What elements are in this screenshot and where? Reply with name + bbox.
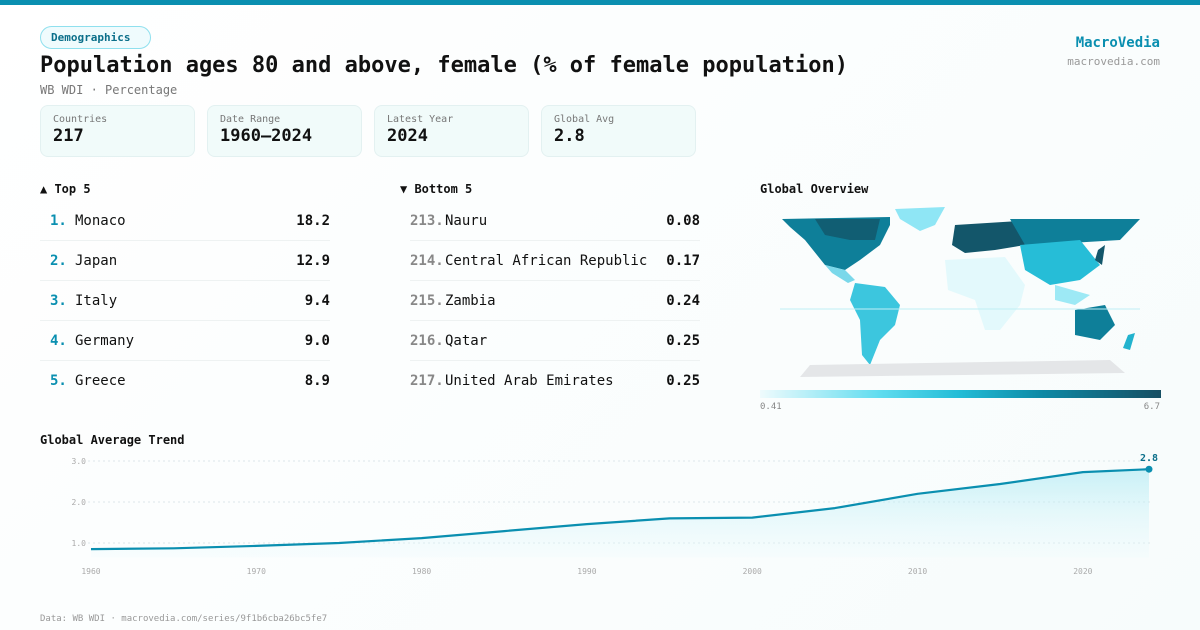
- rank: 215.: [410, 292, 444, 309]
- stat-label: Latest Year: [387, 114, 454, 125]
- x-tick-label: 1960: [81, 567, 100, 576]
- list-item[interactable]: 5. Greece 8.9: [40, 361, 330, 401]
- country-name: Greece: [75, 373, 126, 389]
- country-name: Zambia: [445, 292, 496, 309]
- brand[interactable]: MacroVedia macrovedia.com: [1067, 35, 1160, 68]
- value: 0.25: [666, 373, 700, 389]
- map-antarctica: [800, 360, 1125, 377]
- x-tick-label: 2000: [743, 567, 762, 576]
- value: 0.08: [666, 212, 700, 229]
- stat-global-avg: Global Avg 2.8: [541, 105, 696, 157]
- stat-label: Countries: [53, 114, 108, 125]
- rank: 216.: [410, 332, 444, 349]
- value: 18.2: [296, 212, 330, 229]
- color-scale-legend: [760, 390, 1161, 398]
- value: 0.17: [666, 252, 700, 269]
- brand-name: MacroVedia: [1075, 35, 1160, 51]
- map-central-america: [825, 265, 855, 283]
- map-heading: Global Overview: [760, 182, 869, 196]
- map-africa: [945, 257, 1025, 330]
- value: 0.25: [666, 332, 700, 349]
- map-southeast-asia: [1055, 285, 1090, 305]
- category-tag[interactable]: Demographics: [40, 26, 152, 49]
- rank: 2.: [50, 252, 67, 269]
- rank: 214.: [410, 252, 444, 269]
- top5-heading: ▲ Top 5: [40, 182, 91, 196]
- country-name: Italy: [75, 292, 118, 309]
- map-australia: [1075, 305, 1115, 340]
- country-name: Monaco: [75, 212, 126, 229]
- rank: 213.: [410, 212, 444, 229]
- rank: 217.: [410, 373, 444, 389]
- list-item[interactable]: 215. Zambia 0.24: [410, 281, 700, 321]
- x-tick-label: 2010: [908, 567, 927, 576]
- value: 9.0: [304, 332, 330, 349]
- map-south-america: [850, 283, 900, 365]
- country-name: Germany: [75, 332, 135, 349]
- x-tick-label: 2020: [1073, 567, 1092, 576]
- y-tick-label: 1.0: [72, 539, 87, 548]
- map-europe: [952, 221, 1025, 253]
- y-tick-label: 3.0: [72, 457, 87, 466]
- map-new-zealand: [1123, 333, 1135, 350]
- x-tick-label: 1980: [412, 567, 431, 576]
- y-tick-label: 2.0: [72, 498, 87, 507]
- trend-heading: Global Average Trend: [40, 433, 185, 447]
- x-tick-label: 1970: [247, 567, 266, 576]
- map-japan: [1095, 245, 1105, 265]
- trend-area: [91, 469, 1149, 558]
- list-item[interactable]: 216. Qatar 0.25: [410, 321, 700, 361]
- top-accent-bar: [0, 0, 1200, 5]
- bottom5-heading: ▼ Bottom 5: [400, 182, 473, 196]
- stat-value: 2.8: [554, 126, 585, 146]
- value: 12.9: [296, 252, 330, 269]
- list-item[interactable]: 213. Nauru 0.08: [410, 201, 700, 241]
- page-title: Population ages 80 and above, female (% …: [40, 53, 848, 78]
- world-map[interactable]: [780, 205, 1140, 380]
- end-value-label: 2.8: [1140, 453, 1158, 464]
- top5-list: 1. Monaco 18.2 2. Japan 12.9 3. Italy 9.4 4. Ge…: [40, 201, 330, 401]
- stat-countries: Countries 217: [40, 105, 195, 157]
- list-item[interactable]: 217. United Arab Emirates 0.25: [410, 361, 700, 401]
- footer-source[interactable]: Data: WB WDI · macrovedia.com/series/9f1…: [40, 614, 328, 624]
- brand-url: macrovedia.com: [1067, 55, 1160, 68]
- rank: 4.: [50, 332, 67, 349]
- stat-value: 217: [53, 126, 84, 146]
- map-asia: [1020, 240, 1100, 285]
- stat-value: 1960–2024: [220, 126, 313, 146]
- country-name: United Arab Emirates: [445, 373, 614, 389]
- x-tick-label: 1990: [577, 567, 596, 576]
- list-item[interactable]: 2. Japan 12.9: [40, 241, 330, 281]
- stat-label: Global Avg: [554, 114, 615, 125]
- country-name: Japan: [75, 252, 118, 269]
- country-name: Qatar: [445, 332, 488, 349]
- list-item[interactable]: 3. Italy 9.4: [40, 281, 330, 321]
- end-point-marker: [1145, 465, 1153, 473]
- list-item[interactable]: 1. Monaco 18.2: [40, 201, 330, 241]
- map-russia: [1010, 219, 1140, 245]
- stat-label: Date Range: [220, 114, 281, 125]
- rank: 3.: [50, 292, 67, 309]
- rank: 1.: [50, 212, 67, 229]
- trend-chart: 1.0 2.0 3.0 1960 1970 1980 1990 2000 2010 2020 2.8: [72, 453, 1158, 576]
- list-item[interactable]: 214. Central African Republic 0.17: [410, 241, 700, 281]
- stat-date-range: Date Range 1960–2024: [207, 105, 362, 157]
- value: 8.9: [304, 373, 330, 389]
- stat-value: 2024: [387, 126, 428, 146]
- map-greenland: [895, 207, 945, 231]
- page-subtitle: WB WDI · Percentage: [40, 83, 178, 97]
- rank: 5.: [50, 373, 67, 389]
- list-item[interactable]: 4. Germany 9.0: [40, 321, 330, 361]
- trend-line: [90, 468, 1150, 551]
- country-name: Nauru: [445, 212, 488, 229]
- country-name: Central African Republic: [445, 252, 648, 269]
- value: 9.4: [304, 292, 330, 309]
- stat-latest-year: Latest Year 2024: [374, 105, 529, 157]
- map-canada: [815, 219, 880, 240]
- legend-max: 6.7: [1143, 402, 1160, 412]
- value: 0.24: [666, 292, 700, 309]
- legend-min: 0.41: [760, 402, 782, 412]
- bottom5-list: 213. Nauru 0.08 214. Central African Republ…: [410, 201, 700, 401]
